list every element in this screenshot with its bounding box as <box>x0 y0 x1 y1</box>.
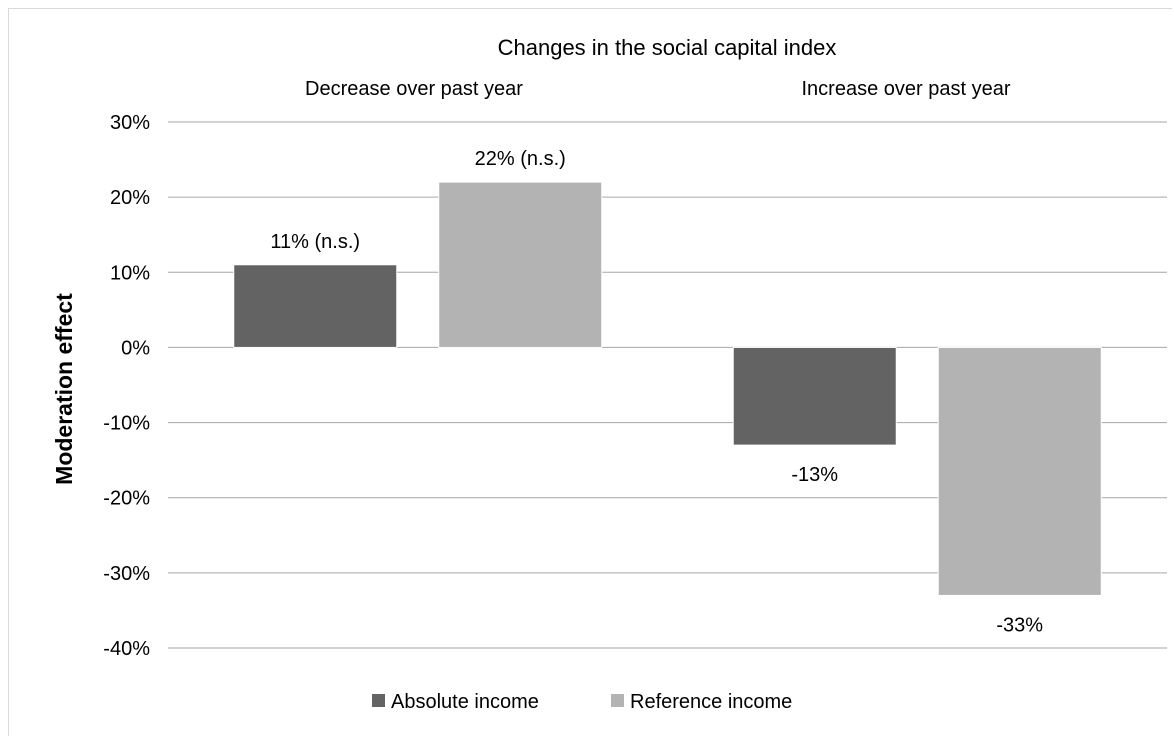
y-tick-label: -30% <box>103 563 150 585</box>
legend-label-absolute-income: Absolute income <box>391 691 539 713</box>
chart-title: Changes in the social capital index <box>498 35 837 60</box>
y-tick-label: -10% <box>103 413 150 435</box>
bar <box>233 264 398 348</box>
category-label-increase: Increase over past year <box>802 78 1011 100</box>
data-label: -13% <box>791 464 838 486</box>
data-label: 22% (n.s.) <box>475 148 566 170</box>
legend-swatch-absolute-income <box>372 694 385 707</box>
chart-frame <box>8 8 1172 736</box>
category-label-decrease: Decrease over past year <box>305 78 523 100</box>
y-tick-label: 20% <box>110 187 150 209</box>
data-label: 11% (n.s.) <box>270 231 360 253</box>
bar <box>438 181 603 348</box>
y-tick-label: -20% <box>103 488 150 510</box>
legend: Absolute income Reference income <box>372 691 792 713</box>
y-tick-label: 10% <box>110 262 150 284</box>
legend-label-reference-income: Reference income <box>630 691 792 713</box>
data-label: -33% <box>996 614 1043 636</box>
bar <box>732 346 897 446</box>
y-tick-label: 0% <box>121 337 150 359</box>
y-axis-ticks: 30% 20% 10% 0% -10% -20% -30% -40% <box>103 112 150 660</box>
y-axis-title: Moderation effect <box>51 293 77 485</box>
bars <box>233 181 1102 596</box>
y-tick-label: 30% <box>110 112 150 134</box>
data-labels: 11% (n.s.) 22% (n.s.) -13% -33% <box>270 148 1043 636</box>
legend-swatch-reference-income <box>611 694 624 707</box>
y-tick-label: -40% <box>103 638 150 660</box>
bar <box>937 346 1102 596</box>
